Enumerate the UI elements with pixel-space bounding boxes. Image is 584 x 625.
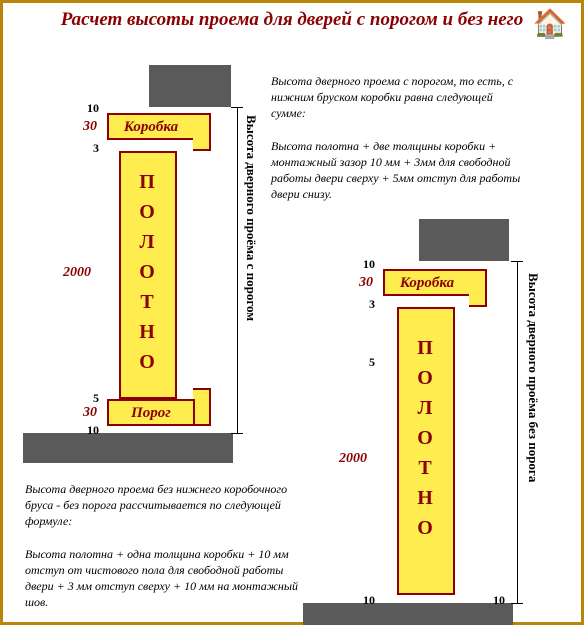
dim-10: 10: [493, 593, 505, 608]
caption-right: Высота дверного проёма без порога: [525, 273, 541, 593]
desc-line: Высота дверного проема с порогом, то ест…: [271, 74, 513, 88]
wall-top-right: [419, 219, 509, 261]
desc-line: формуле:: [25, 514, 72, 528]
caption-left: Высота дверного проёма с порогом: [243, 115, 259, 425]
description-with-threshold: Высота дверного проема с порогом, то ест…: [271, 73, 571, 203]
frame-label: Коробка: [385, 271, 469, 295]
desc-line: Высота полотна + две толщины коробки +: [271, 139, 496, 153]
desc-line: работы двери сверху + 5мм отступ для раб…: [271, 171, 520, 185]
dim-30: 30: [83, 119, 97, 135]
logo-icon: 🏠: [527, 7, 573, 49]
dim-tick: [231, 107, 243, 108]
desc-line: двери + 3 мм отступ сверху + 10 мм на мо…: [25, 579, 298, 593]
dim-5: 5: [369, 355, 375, 370]
dim-2000: 2000: [339, 451, 367, 467]
desc-line: Высота полотна + одна толщина коробки + …: [25, 547, 289, 561]
dim-2000: 2000: [63, 265, 91, 281]
desc-line: нижним бруском коробки равна следующей: [271, 90, 493, 104]
dim-10: 10: [363, 593, 375, 608]
threshold-label: Порог: [109, 401, 193, 425]
desc-line: отступ от чистового пола для свободной р…: [25, 563, 283, 577]
frame-label: Коробка: [109, 115, 193, 139]
desc-line: двери снизу.: [271, 187, 332, 201]
dim-3: 3: [93, 141, 99, 156]
dim-10: 10: [363, 257, 375, 272]
dim-tick: [511, 603, 523, 604]
frame-top-right: Коробка: [383, 269, 471, 296]
dim-3: 3: [369, 297, 375, 312]
dim-30: 30: [359, 275, 373, 291]
leaf-label: ПОЛОТНО: [135, 171, 158, 381]
desc-line: монтажный зазор 10 мм + 3мм для свободно…: [271, 155, 510, 169]
description-without-threshold: Высота дверного проема без нижнего короб…: [25, 481, 325, 611]
desc-line: Высота дверного проема без нижнего короб…: [25, 482, 287, 496]
dim-5: 5: [93, 391, 99, 406]
threshold-step-left: [193, 388, 211, 426]
desc-line: сумме:: [271, 106, 306, 120]
wall-top-left: [149, 65, 231, 107]
frame-step-top-left: [193, 113, 211, 151]
dim-tick: [511, 261, 523, 262]
desc-line: бруса - без порога рассчитывается по сле…: [25, 498, 281, 512]
desc-line: шов.: [25, 595, 48, 609]
frame-top-left: Коробка: [107, 113, 195, 140]
dim-10: 10: [87, 101, 99, 116]
dim-10: 10: [87, 423, 99, 438]
frame-step-top-right: [469, 269, 487, 307]
page-title: Расчет высоты проема для дверей с порого…: [3, 3, 581, 35]
dim-line-left: [237, 107, 238, 433]
door-leaf-left: ПОЛОТНО: [119, 151, 177, 399]
dim-tick: [231, 433, 243, 434]
door-leaf-right: ПОЛОТНО: [397, 307, 455, 595]
dim-30: 30: [83, 405, 97, 421]
floor-right: [303, 603, 513, 625]
floor-left: [23, 433, 233, 463]
threshold-left: Порог: [107, 399, 195, 426]
leaf-label: ПОЛОТНО: [413, 337, 436, 547]
dim-line-right: [517, 261, 518, 603]
